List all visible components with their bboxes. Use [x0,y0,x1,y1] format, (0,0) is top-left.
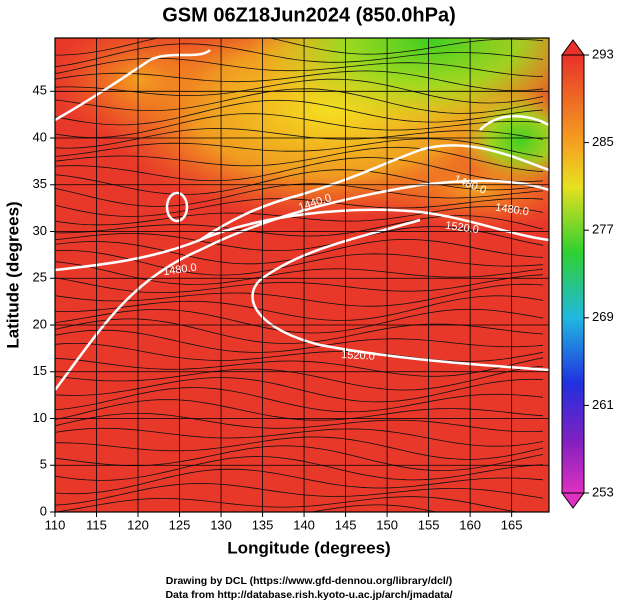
x-tick-label: 160 [459,517,481,532]
x-tick-label: 145 [335,517,357,532]
x-tick-label: 120 [127,517,149,532]
x-tick-label: 155 [418,517,440,532]
colorbar-tick-label: 285 [592,134,614,149]
credit: Drawing by DCL (https://www.gfd-dennou.o… [166,575,452,587]
colorbar-bottom-arrow [561,492,585,509]
x-axis-label: Longitude (degrees) [227,538,390,557]
x-tick-label: 150 [376,517,398,532]
x-tick-label: 130 [210,517,232,532]
field [55,38,549,512]
y-tick-label: 20 [33,316,47,331]
y-tick-label: 45 [33,83,47,98]
y-tick-label: 40 [33,129,47,144]
y-tick-label: 15 [33,363,47,378]
credit: Data from http://database.rish.kyoto-u.a… [165,589,452,601]
colorbar-tick-label: 269 [592,309,614,324]
x-tick-label: 140 [293,517,315,532]
colorbar-tick-label: 277 [592,222,614,237]
colorbar [561,54,585,494]
x-tick-label: 135 [252,517,274,532]
x-tick-label: 165 [501,517,523,532]
contour-label: 1520.0 [445,220,480,237]
colorbar-tick-label: 293 [592,46,614,61]
y-tick-label: 10 [33,410,47,425]
y-tick-label: 25 [33,270,47,285]
y-tick-label: 30 [33,223,47,238]
plot-frame [54,37,550,513]
x-tick-label: 115 [86,517,107,532]
colorbar-top-arrow [561,39,585,56]
contour-label: 1480.0 [495,202,530,219]
title: GSM 06Z18Jun2024 (850.0hPa) [162,4,455,26]
y-tick-label: 0 [40,503,47,518]
contour-label: 1480.0 [162,262,197,279]
x-tick-label: 110 [45,517,66,532]
y-tick-label: 35 [33,176,47,191]
colorbar-tick-label: 261 [592,397,614,412]
contour-label: 1520.0 [341,349,375,363]
y-axis-label: Latitude (degrees) [3,201,22,348]
colorbar-tick-label: 253 [592,484,614,499]
y-tick-label: 5 [40,457,47,472]
x-tick-label: 125 [169,517,191,532]
